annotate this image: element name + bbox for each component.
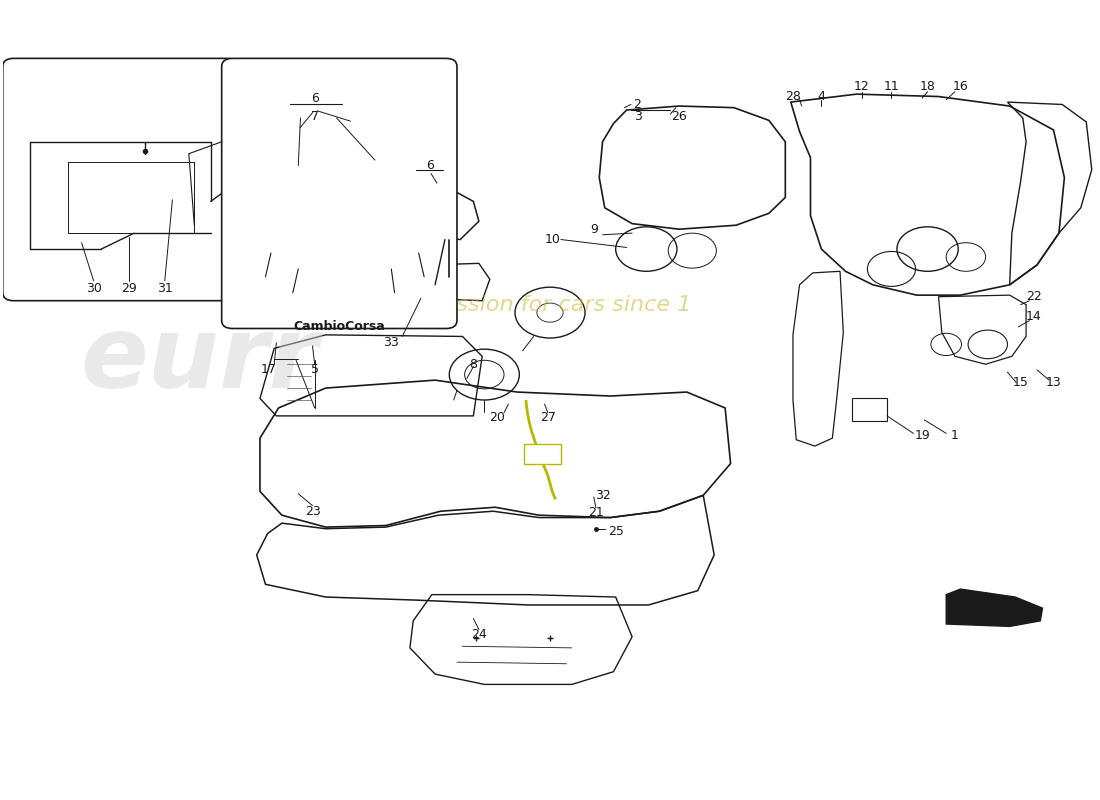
Text: 18: 18 bbox=[920, 81, 935, 94]
FancyBboxPatch shape bbox=[852, 398, 887, 422]
Text: 4: 4 bbox=[817, 90, 825, 103]
FancyBboxPatch shape bbox=[524, 445, 561, 463]
Text: 25: 25 bbox=[607, 525, 624, 538]
Text: 20: 20 bbox=[490, 411, 505, 424]
Text: 16: 16 bbox=[953, 81, 968, 94]
Text: 14: 14 bbox=[1026, 310, 1042, 323]
Text: 15: 15 bbox=[1013, 376, 1028, 389]
Text: 33: 33 bbox=[384, 336, 399, 350]
Text: 8: 8 bbox=[470, 358, 477, 370]
Text: 28: 28 bbox=[785, 90, 801, 103]
Text: 19: 19 bbox=[914, 430, 929, 442]
Text: 6: 6 bbox=[426, 159, 433, 172]
Text: 26: 26 bbox=[671, 110, 688, 123]
Text: eurr: eurr bbox=[80, 312, 319, 409]
Text: 11: 11 bbox=[883, 81, 900, 94]
Text: 6: 6 bbox=[311, 92, 319, 105]
Text: CambioCorsa: CambioCorsa bbox=[293, 321, 385, 334]
Text: 31: 31 bbox=[157, 282, 173, 295]
Text: 10: 10 bbox=[544, 233, 560, 246]
Text: 1: 1 bbox=[952, 430, 959, 442]
FancyBboxPatch shape bbox=[222, 58, 456, 329]
Text: 17: 17 bbox=[261, 363, 277, 376]
Text: 27: 27 bbox=[540, 411, 556, 424]
Text: 32: 32 bbox=[595, 489, 610, 502]
Polygon shape bbox=[946, 589, 1043, 626]
Text: 13: 13 bbox=[1046, 376, 1062, 389]
Text: 12: 12 bbox=[854, 81, 870, 94]
Text: 22: 22 bbox=[1026, 290, 1042, 303]
FancyBboxPatch shape bbox=[3, 58, 238, 301]
Text: 30: 30 bbox=[86, 282, 101, 295]
Text: 24: 24 bbox=[471, 628, 486, 641]
Text: a passion for cars since 1⁠: a passion for cars since 1⁠ bbox=[408, 294, 692, 314]
Text: 5: 5 bbox=[310, 363, 319, 376]
Text: 3: 3 bbox=[634, 110, 641, 123]
Text: 7: 7 bbox=[310, 110, 319, 123]
Text: 29: 29 bbox=[121, 282, 136, 295]
Text: 2: 2 bbox=[634, 98, 641, 111]
Text: 23: 23 bbox=[305, 505, 320, 518]
Text: 21: 21 bbox=[588, 506, 604, 519]
Text: 9: 9 bbox=[590, 222, 597, 236]
